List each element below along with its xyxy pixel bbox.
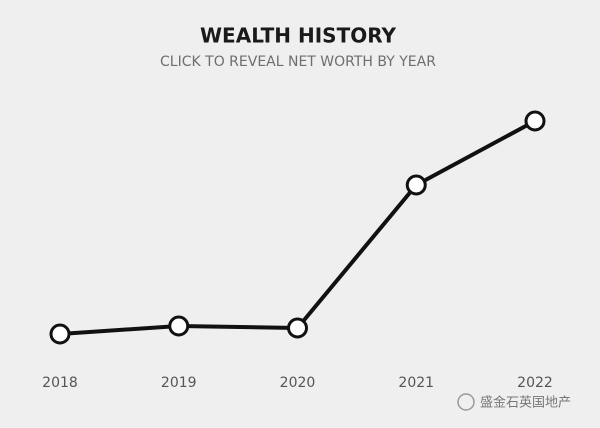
x-tick-label: 2020 — [280, 375, 316, 391]
point[interactable] — [405, 174, 427, 196]
point[interactable] — [287, 317, 308, 339]
chart-subtitle: CLICK TO REVEAL NET WORTH BY YEAR — [160, 54, 436, 70]
x-tick-label: 2019 — [161, 375, 197, 391]
x-tick-label: 2022 — [517, 375, 553, 391]
x-tick-label: 2021 — [398, 375, 434, 391]
chart-title: WEALTH HISTORY — [200, 24, 397, 48]
x-tick-label: 2018 — [42, 375, 78, 391]
watermark: 盛金石英国地产 — [457, 393, 571, 411]
watermark-text: 盛金石英国地产 — [480, 395, 571, 411]
point[interactable] — [524, 110, 546, 132]
watermark-icon — [457, 393, 475, 411]
point[interactable] — [49, 323, 71, 345]
point[interactable] — [168, 315, 190, 337]
